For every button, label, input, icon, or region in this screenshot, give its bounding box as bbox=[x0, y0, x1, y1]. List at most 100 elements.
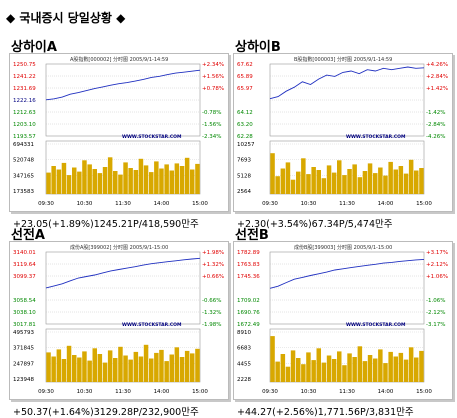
volume-bar bbox=[92, 169, 97, 194]
panel-title: 상하이A bbox=[11, 40, 57, 55]
chart-frame: 成份A股[399002] 分时图 2005/9/1-15:00 3140.01 +1… bbox=[9, 241, 229, 400]
watermark: WWW.STOCKSTAR.COM bbox=[122, 134, 182, 140]
volume-bar bbox=[306, 352, 311, 382]
volume-bar bbox=[357, 346, 363, 382]
y-tick-label: 63.20 bbox=[237, 122, 253, 128]
pct-tick-label: -0.78% bbox=[202, 110, 221, 116]
x-tick-label: 11:30 bbox=[115, 201, 131, 207]
pct-tick-label: +3.17% bbox=[426, 250, 448, 256]
volume-bar bbox=[195, 163, 200, 194]
volume-bar bbox=[393, 356, 398, 382]
volume-bar bbox=[337, 160, 342, 194]
volume-bar bbox=[123, 355, 128, 382]
y-tick-label: 3119.64 bbox=[13, 262, 36, 268]
volume-bar bbox=[133, 351, 139, 382]
volume-tick-label: 123948 bbox=[13, 377, 34, 383]
pct-tick-label: -0.66% bbox=[202, 298, 221, 304]
volume-bar bbox=[87, 164, 92, 194]
volume-tick-label: 6683 bbox=[237, 346, 251, 352]
volume-bar bbox=[408, 159, 414, 194]
pct-tick-label: -1.32% bbox=[202, 310, 221, 316]
x-tick-label: 10:30 bbox=[301, 389, 317, 395]
x-tick-label: 09:30 bbox=[38, 389, 54, 395]
volume-bar bbox=[102, 362, 108, 382]
summary-line: +2.30(+3.54%)67.34P/5,474만주 bbox=[237, 219, 393, 230]
pct-tick-label: +1.06% bbox=[426, 274, 448, 280]
x-tick-label: 14:00 bbox=[378, 201, 394, 207]
volume-bar bbox=[107, 157, 113, 194]
volume-bar bbox=[169, 170, 174, 194]
volume-bar bbox=[331, 172, 337, 194]
volume-tick-label: 247897 bbox=[13, 361, 34, 367]
pct-tick-label: -1.98% bbox=[202, 322, 221, 328]
summary-line: +23.05(+1.89%)1245.21P/418,590만주 bbox=[13, 219, 199, 230]
volume-bar bbox=[388, 161, 393, 194]
volume-bar bbox=[393, 169, 398, 194]
y-tick-label: 1231.69 bbox=[13, 86, 36, 92]
diamond-icon: ◆ bbox=[116, 11, 126, 25]
x-tick-label: 10:30 bbox=[301, 201, 317, 207]
volume-bar bbox=[301, 364, 306, 382]
volume-bar bbox=[290, 350, 296, 382]
volume-bar bbox=[414, 170, 419, 194]
volume-bar bbox=[56, 169, 62, 194]
volume-bar bbox=[51, 166, 56, 195]
volume-bar bbox=[301, 158, 306, 194]
volume-tick-label: 8910 bbox=[237, 330, 251, 336]
volume-tick-label: 173583 bbox=[13, 189, 34, 195]
y-tick-label: 1222.16 bbox=[13, 98, 36, 104]
y-tick-label: 3017.81 bbox=[13, 322, 36, 328]
volume-bar bbox=[326, 165, 332, 194]
x-tick-label: 10:30 bbox=[77, 389, 93, 395]
y-tick-label: 1745.36 bbox=[237, 274, 260, 280]
volume-bar bbox=[195, 348, 200, 382]
page-header: ◆ 국내증시 당일상황 ◆ bbox=[6, 9, 125, 26]
y-tick-label: 1241.22 bbox=[13, 74, 36, 80]
diamond-icon: ◆ bbox=[6, 11, 16, 25]
x-tick-label: 09:30 bbox=[262, 389, 278, 395]
x-tick-label: 10:30 bbox=[77, 201, 93, 207]
x-tick-label: 14:00 bbox=[378, 389, 394, 395]
volume-bar bbox=[414, 357, 419, 382]
pct-tick-label: +0.66% bbox=[202, 274, 224, 280]
pct-tick-label: -1.42% bbox=[426, 110, 445, 116]
volume-bar bbox=[270, 336, 275, 382]
volume-bar bbox=[373, 173, 378, 194]
volume-bar bbox=[290, 179, 296, 194]
x-tick-label: 09:30 bbox=[262, 201, 278, 207]
volume-bar bbox=[280, 168, 286, 194]
watermark: WWW.STOCKSTAR.COM bbox=[346, 322, 406, 328]
volume-bar bbox=[82, 160, 87, 194]
volume-bar bbox=[321, 178, 327, 194]
intraday-chart: B股指數[000003] 分时图 2005/9/1-14:59 67.62 +4.2… bbox=[237, 56, 448, 207]
volume-bar bbox=[316, 348, 321, 382]
volume-bar bbox=[133, 170, 139, 194]
volume-bar bbox=[159, 349, 164, 382]
x-tick-label: 09:30 bbox=[38, 201, 54, 207]
volume-bar bbox=[398, 166, 404, 195]
volume-bar bbox=[77, 357, 82, 382]
volume-bar bbox=[342, 175, 347, 194]
volume-bar bbox=[403, 173, 409, 194]
volume-bar bbox=[383, 363, 388, 382]
volume-bar bbox=[113, 171, 118, 194]
volume-bar bbox=[342, 365, 347, 382]
volume-bar bbox=[143, 344, 149, 382]
pct-tick-label: -2.34% bbox=[202, 134, 221, 140]
y-tick-label: 62.28 bbox=[237, 134, 253, 140]
pct-tick-label: -1.56% bbox=[202, 122, 221, 128]
volume-tick-label: 694331 bbox=[13, 142, 34, 148]
volume-bar bbox=[419, 350, 424, 382]
watermark: WWW.STOCKSTAR.COM bbox=[122, 322, 182, 328]
pct-tick-label: +1.42% bbox=[426, 86, 448, 92]
pct-tick-label: -1.06% bbox=[426, 298, 445, 304]
volume-plot-border bbox=[269, 328, 425, 383]
volume-tick-label: 2564 bbox=[237, 189, 251, 195]
price-line bbox=[269, 258, 425, 289]
volume-bar bbox=[92, 348, 97, 382]
volume-bar bbox=[174, 347, 180, 382]
panel-title: 상하이B bbox=[235, 40, 281, 55]
volume-bar bbox=[174, 163, 180, 194]
volume-bar bbox=[378, 167, 383, 194]
volume-bar bbox=[72, 355, 77, 382]
